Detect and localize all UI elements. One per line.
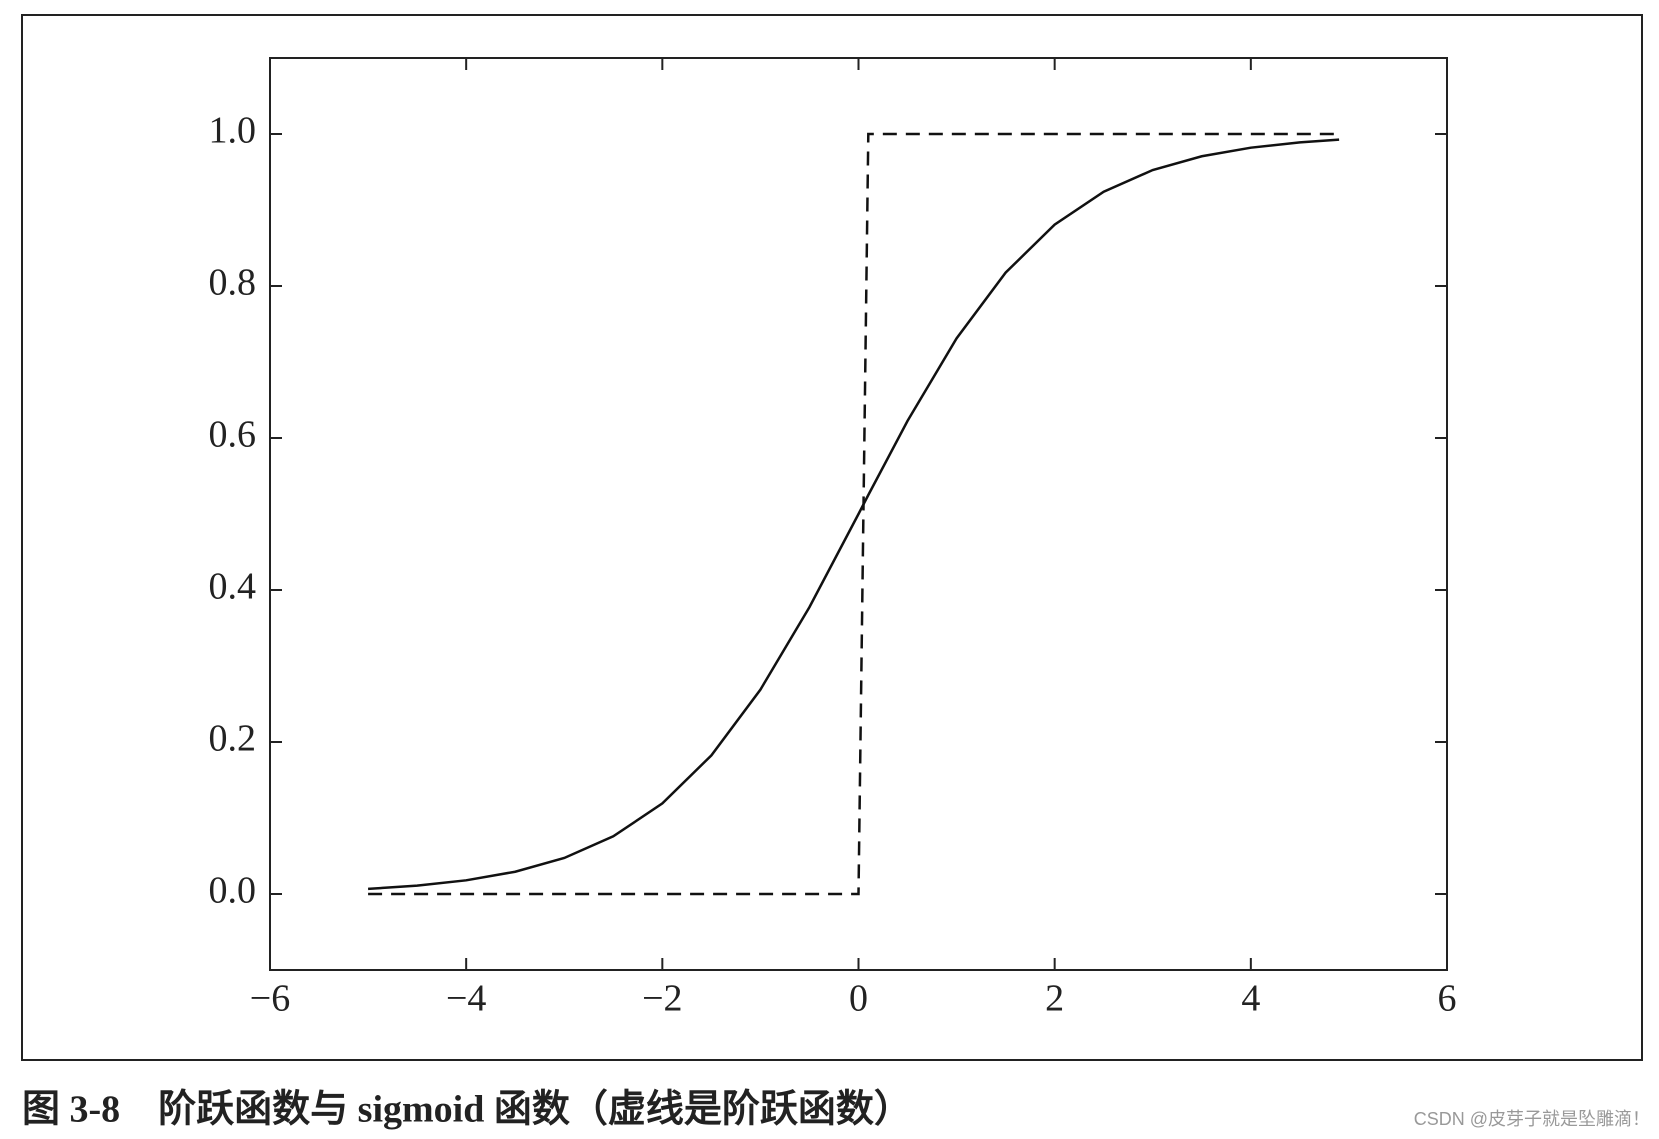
x-tick-label: 2: [1045, 978, 1064, 1020]
y-tick-label: 0.8: [209, 262, 257, 304]
x-tick-label: −2: [642, 978, 682, 1020]
y-tick-label: 0.2: [209, 718, 257, 760]
x-tick-label: 6: [1438, 978, 1457, 1020]
series-line: [368, 132, 1340, 896]
x-tick-label: 0: [849, 978, 868, 1020]
caption: 图 3-8 阶跃函数与 sigmoid 函数（虚线是阶跃函数）: [22, 1089, 912, 1131]
x-tick-label: −6: [250, 978, 290, 1020]
y-tick-label: 0.6: [209, 414, 257, 456]
x-tick-label: −4: [446, 978, 486, 1020]
figure-frame: [21, 14, 1643, 1061]
series-line: [367, 138, 1340, 891]
y-tick-label: 0.0: [209, 870, 257, 912]
y-tick-label: 0.4: [209, 566, 257, 608]
watermark: CSDN @皮芽子就是坠雕滴！: [1414, 1109, 1650, 1129]
x-tick-label: 4: [1241, 978, 1260, 1020]
y-tick-label: 1.0: [209, 110, 257, 152]
